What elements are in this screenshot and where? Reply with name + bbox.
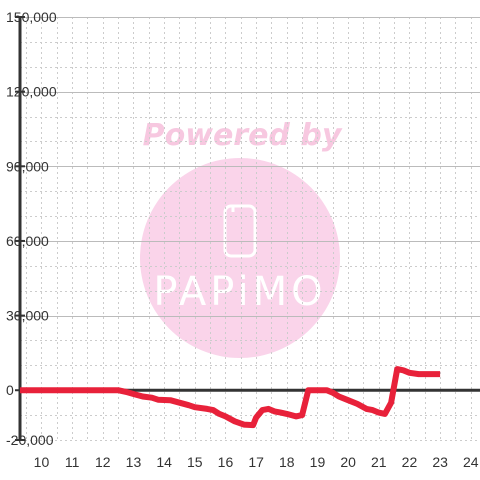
phone-logo-icon — [223, 204, 257, 258]
x-tick-label: 20 — [340, 454, 356, 470]
y-tick-label: 0 — [6, 382, 14, 398]
series-line — [20, 366, 441, 429]
watermark-circle — [140, 158, 340, 358]
x-tick-label: 12 — [95, 454, 111, 470]
series-layer — [20, 366, 441, 429]
watermark: Powered by PAPiMO — [140, 118, 343, 358]
y-tick-label: -20,000 — [6, 432, 54, 448]
y-tick-label: 90,000 — [6, 158, 49, 174]
x-tick-label: 23 — [432, 454, 448, 470]
x-tick-label: 10 — [34, 454, 50, 470]
x-tick-label: 11 — [65, 454, 80, 470]
x-tick-label: 22 — [402, 454, 418, 470]
x-tick-label: 15 — [187, 454, 203, 470]
x-tick-label: 21 — [371, 454, 387, 470]
x-tick-label: 16 — [218, 454, 234, 470]
tick-labels: -20,000 0 30,000 60,000 90,000 120,000 150,000… — [6, 9, 479, 470]
x-tick-label: 18 — [279, 454, 295, 470]
x-tick-label: 19 — [310, 454, 326, 470]
y-tick-label: 150,000 — [6, 9, 57, 25]
x-tick-label: 24 — [463, 454, 479, 470]
y-tick-label: 120,000 — [6, 84, 57, 100]
x-tick-label: 17 — [248, 454, 264, 470]
y-tick-label: 30,000 — [6, 308, 49, 324]
x-tick-label: 13 — [126, 454, 142, 470]
grid — [20, 17, 480, 441]
watermark-powered-by: Powered by — [143, 118, 343, 153]
x-tick-label: 14 — [156, 454, 172, 470]
y-tick-label: 60,000 — [6, 233, 49, 249]
